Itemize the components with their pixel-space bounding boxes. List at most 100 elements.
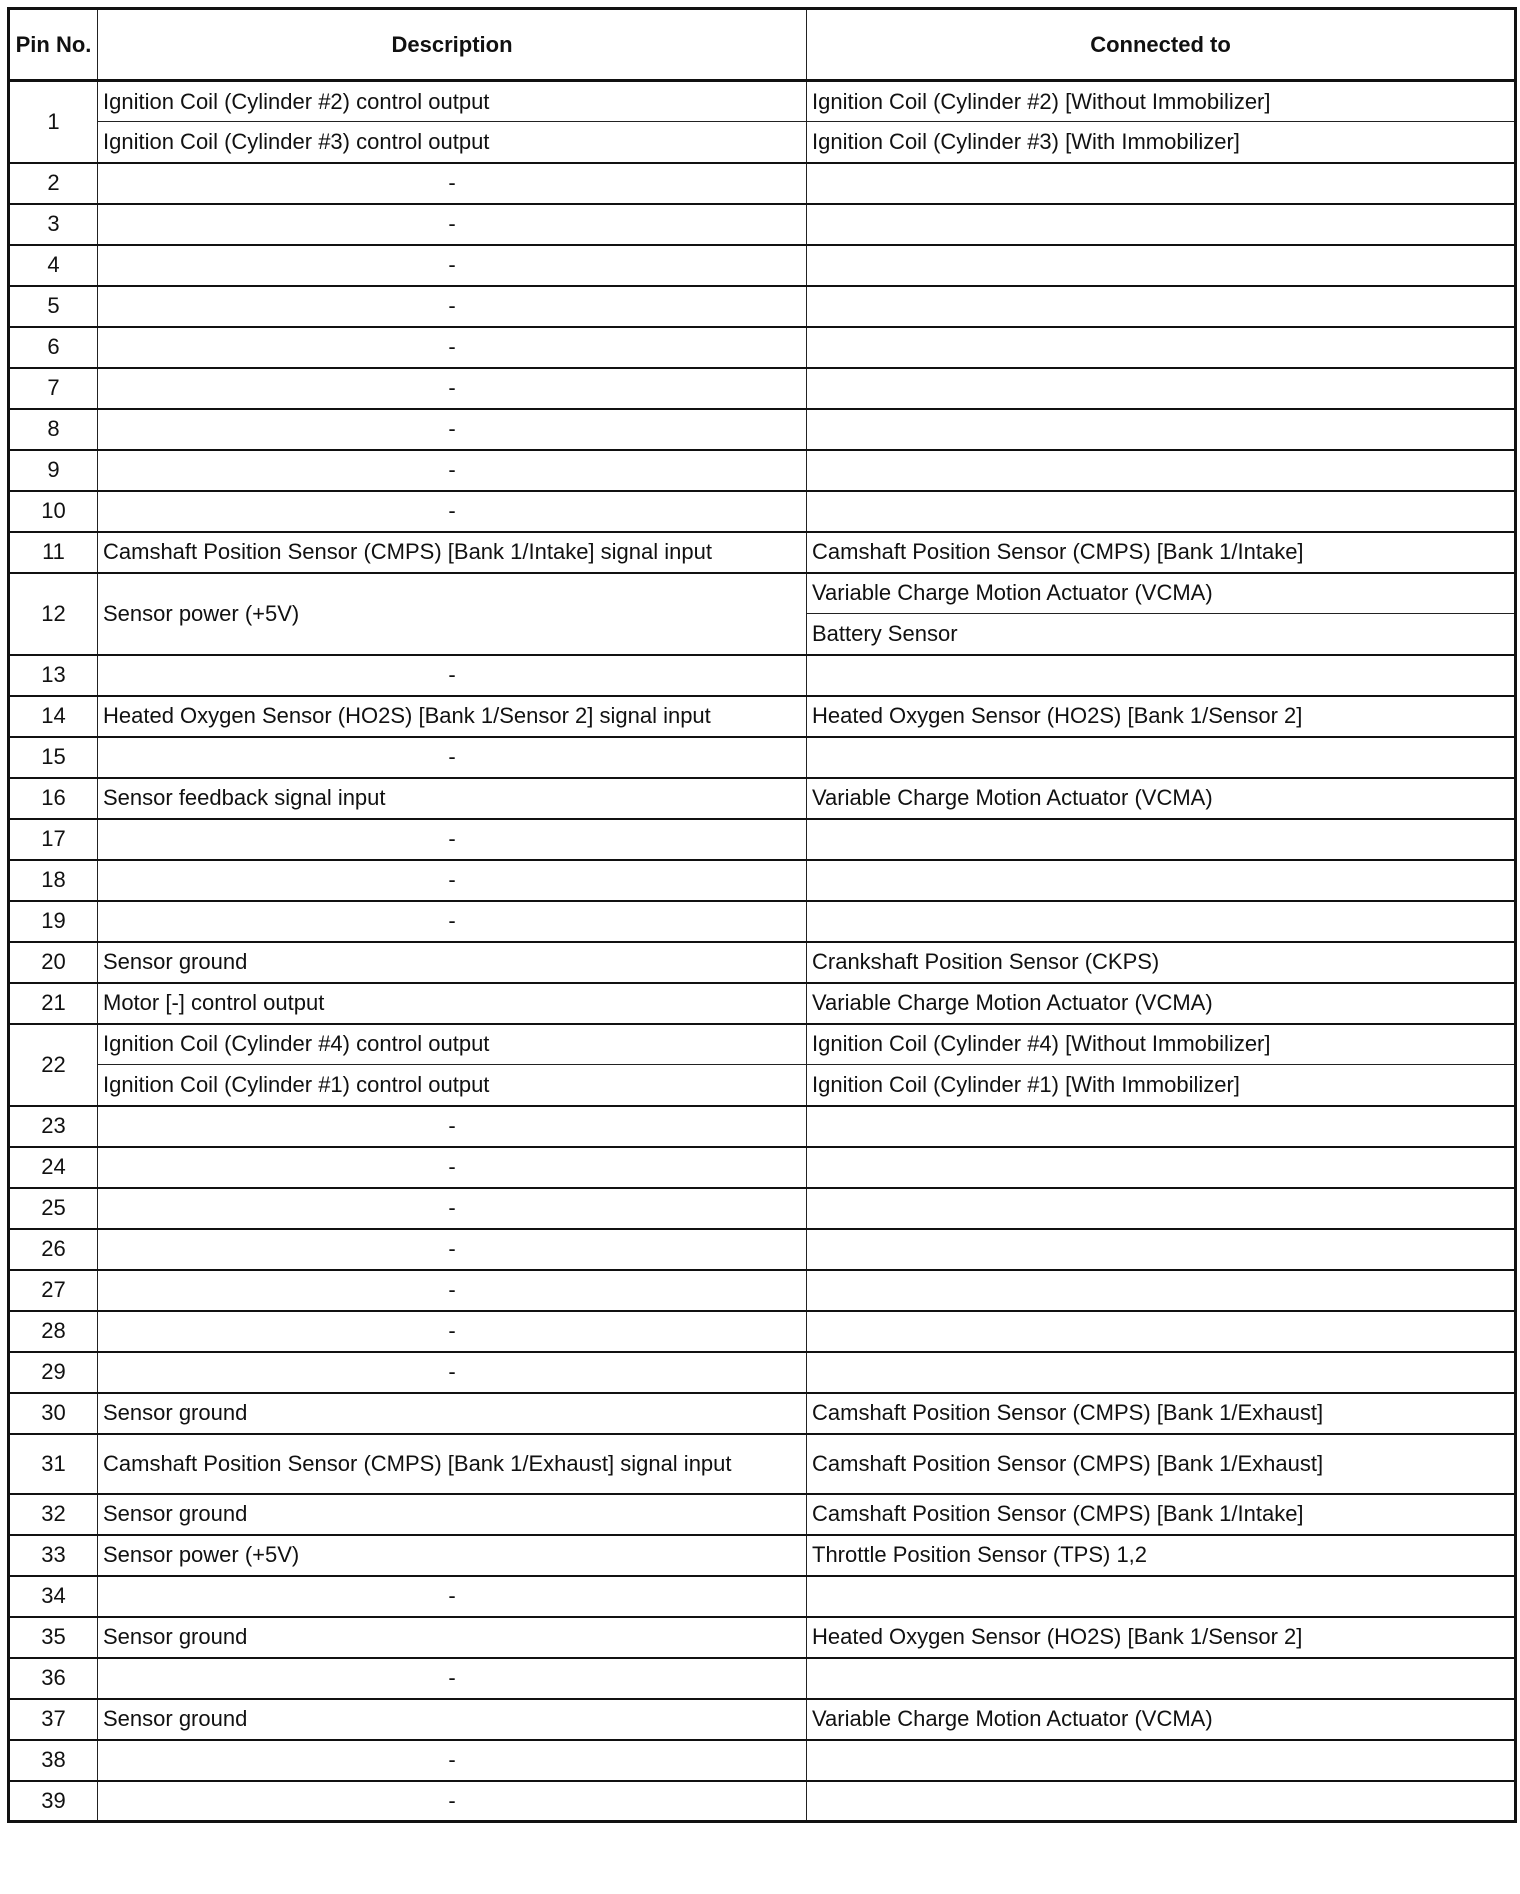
pin-number: 20 bbox=[8, 940, 98, 983]
description-cell: Heated Oxygen Sensor (HO2S) [Bank 1/Sens… bbox=[97, 694, 807, 737]
table-row: 14 Heated Oxygen Sensor (HO2S) [Bank 1/Se… bbox=[8, 694, 1516, 737]
table-row: 1 Ignition Coil (Cylinder #2) control out… bbox=[8, 79, 1516, 163]
table-row: 17- bbox=[8, 817, 1516, 860]
connected-to-cell: Camshaft Position Sensor (CMPS) [Bank 1/… bbox=[806, 530, 1516, 573]
description-cell: Sensor ground bbox=[97, 1615, 807, 1658]
description-cell: - bbox=[97, 1227, 807, 1270]
table-row: 8- bbox=[8, 407, 1516, 450]
description-cell: Camshaft Position Sensor (CMPS) [Bank 1/… bbox=[97, 530, 807, 573]
table-row: 11 Camshaft Position Sensor (CMPS) [Bank … bbox=[8, 530, 1516, 573]
pin-number: 31 bbox=[8, 1432, 98, 1494]
description-cell: - bbox=[97, 1350, 807, 1393]
connected-to-cell bbox=[806, 366, 1516, 409]
table-row: 21 Motor [-] control output Variable Charg… bbox=[8, 981, 1516, 1024]
connected-to-cell: Camshaft Position Sensor (CMPS) [Bank 1/… bbox=[806, 1492, 1516, 1535]
pin-number: 10 bbox=[8, 489, 98, 532]
connected-to-cell: Ignition Coil (Cylinder #2) [Without Imm… bbox=[806, 79, 1516, 122]
connected-to-cell: Camshaft Position Sensor (CMPS) [Bank 1/… bbox=[806, 1432, 1516, 1494]
description-cell: Ignition Coil (Cylinder #4) control outp… bbox=[97, 1022, 807, 1065]
connected-to-cell bbox=[806, 1656, 1516, 1699]
description-cell: - bbox=[97, 735, 807, 778]
description-cell: - bbox=[97, 1574, 807, 1617]
connected-to-cell bbox=[806, 1574, 1516, 1617]
pin-number: 24 bbox=[8, 1145, 98, 1188]
connected-to-cell: Ignition Coil (Cylinder #3) [With Immobi… bbox=[806, 121, 1516, 163]
description-cell: - bbox=[97, 1656, 807, 1699]
table-row: Ignition Coil (Cylinder #1) control outp… bbox=[9, 1064, 1516, 1106]
description-cell: - bbox=[97, 858, 807, 901]
description-cell: Camshaft Position Sensor (CMPS) [Bank 1/… bbox=[97, 1432, 807, 1494]
table-row: 28- bbox=[8, 1309, 1516, 1352]
table-row: 7- bbox=[8, 366, 1516, 409]
header-row: Pin No. Description Connected to bbox=[8, 8, 1516, 81]
description-cell: Ignition Coil (Cylinder #3) control outp… bbox=[97, 121, 807, 163]
connected-to-cell: Ignition Coil (Cylinder #1) [With Immobi… bbox=[806, 1064, 1516, 1106]
description-cell: Motor [-] control output bbox=[97, 981, 807, 1024]
description-cell: - bbox=[97, 1145, 807, 1188]
description-cell: Sensor ground bbox=[97, 1492, 807, 1535]
connected-to-cell bbox=[806, 1268, 1516, 1311]
table-row: Battery Sensor bbox=[9, 613, 1516, 655]
pin-number: 37 bbox=[8, 1697, 98, 1740]
header-description: Description bbox=[97, 8, 807, 81]
connected-to-cell bbox=[806, 735, 1516, 778]
connected-to-cell bbox=[806, 1738, 1516, 1781]
pin-number: 19 bbox=[8, 899, 98, 942]
pin-number: 34 bbox=[8, 1574, 98, 1617]
description-cell: Sensor ground bbox=[97, 1697, 807, 1740]
pin-number: 30 bbox=[8, 1391, 98, 1434]
description-cell: - bbox=[97, 1309, 807, 1352]
connected-to-cell bbox=[806, 243, 1516, 286]
description-cell: - bbox=[97, 325, 807, 368]
pin-number: 5 bbox=[8, 284, 98, 327]
pin-number: 15 bbox=[8, 735, 98, 778]
description-cell: Ignition Coil (Cylinder #2) control outp… bbox=[97, 79, 807, 122]
header-connected-to: Connected to bbox=[806, 8, 1516, 81]
connected-to-cell bbox=[806, 899, 1516, 942]
connected-to-cell bbox=[806, 448, 1516, 491]
description-cell: Sensor ground bbox=[97, 940, 807, 983]
table-row: 36- bbox=[8, 1656, 1516, 1699]
connected-to-cell bbox=[806, 1104, 1516, 1147]
pin-number: 2 bbox=[8, 161, 98, 204]
connected-to-cell bbox=[806, 1779, 1516, 1822]
table-row: 20 Sensor ground Crankshaft Position Senso… bbox=[8, 940, 1516, 983]
description-cell: Sensor feedback signal input bbox=[97, 776, 807, 819]
pin-number: 21 bbox=[8, 981, 98, 1024]
pin-number: 1 bbox=[8, 79, 98, 163]
pin-number: 25 bbox=[8, 1186, 98, 1229]
table-row: 5- bbox=[8, 284, 1516, 327]
connected-to-cell bbox=[806, 489, 1516, 532]
description-cell: - bbox=[97, 161, 807, 204]
connected-to-cell bbox=[806, 653, 1516, 696]
description-cell: - bbox=[97, 448, 807, 491]
connected-to-cell bbox=[806, 1350, 1516, 1393]
table-body: 1 Ignition Coil (Cylinder #2) control out… bbox=[8, 79, 1516, 1822]
connected-to-cell bbox=[806, 1145, 1516, 1188]
connected-to-cell: Heated Oxygen Sensor (HO2S) [Bank 1/Sens… bbox=[806, 1615, 1516, 1658]
pin-number: 28 bbox=[8, 1309, 98, 1352]
pin-number: 39 bbox=[8, 1779, 98, 1822]
connected-to-cell bbox=[806, 817, 1516, 860]
description-cell: Sensor ground bbox=[97, 1391, 807, 1434]
table-row: 29- bbox=[8, 1350, 1516, 1393]
connected-to-cell: Ignition Coil (Cylinder #4) [Without Imm… bbox=[806, 1022, 1516, 1065]
pin-number: 4 bbox=[8, 243, 98, 286]
table-row: 12 Sensor power (+5V) Variable Charge Moti… bbox=[8, 571, 1516, 655]
pin-number: 14 bbox=[8, 694, 98, 737]
description-cell: Sensor power (+5V) bbox=[97, 571, 807, 655]
table-row: 32 Sensor ground Camshaft Position Sensor … bbox=[8, 1492, 1516, 1535]
pin-number: 32 bbox=[8, 1492, 98, 1535]
description-cell: - bbox=[97, 817, 807, 860]
table-row: 3- bbox=[8, 202, 1516, 245]
description-cell: - bbox=[97, 202, 807, 245]
pin-number: 16 bbox=[8, 776, 98, 819]
connected-to-cell bbox=[806, 161, 1516, 204]
description-cell: - bbox=[97, 489, 807, 532]
description-cell: Ignition Coil (Cylinder #1) control outp… bbox=[97, 1064, 807, 1106]
table-row: 23- bbox=[8, 1104, 1516, 1147]
table-row: 39- bbox=[8, 1779, 1516, 1822]
table-row: 37 Sensor ground Variable Charge Motion Ac… bbox=[8, 1697, 1516, 1740]
pin-number: 11 bbox=[8, 530, 98, 573]
pin-number: 35 bbox=[8, 1615, 98, 1658]
